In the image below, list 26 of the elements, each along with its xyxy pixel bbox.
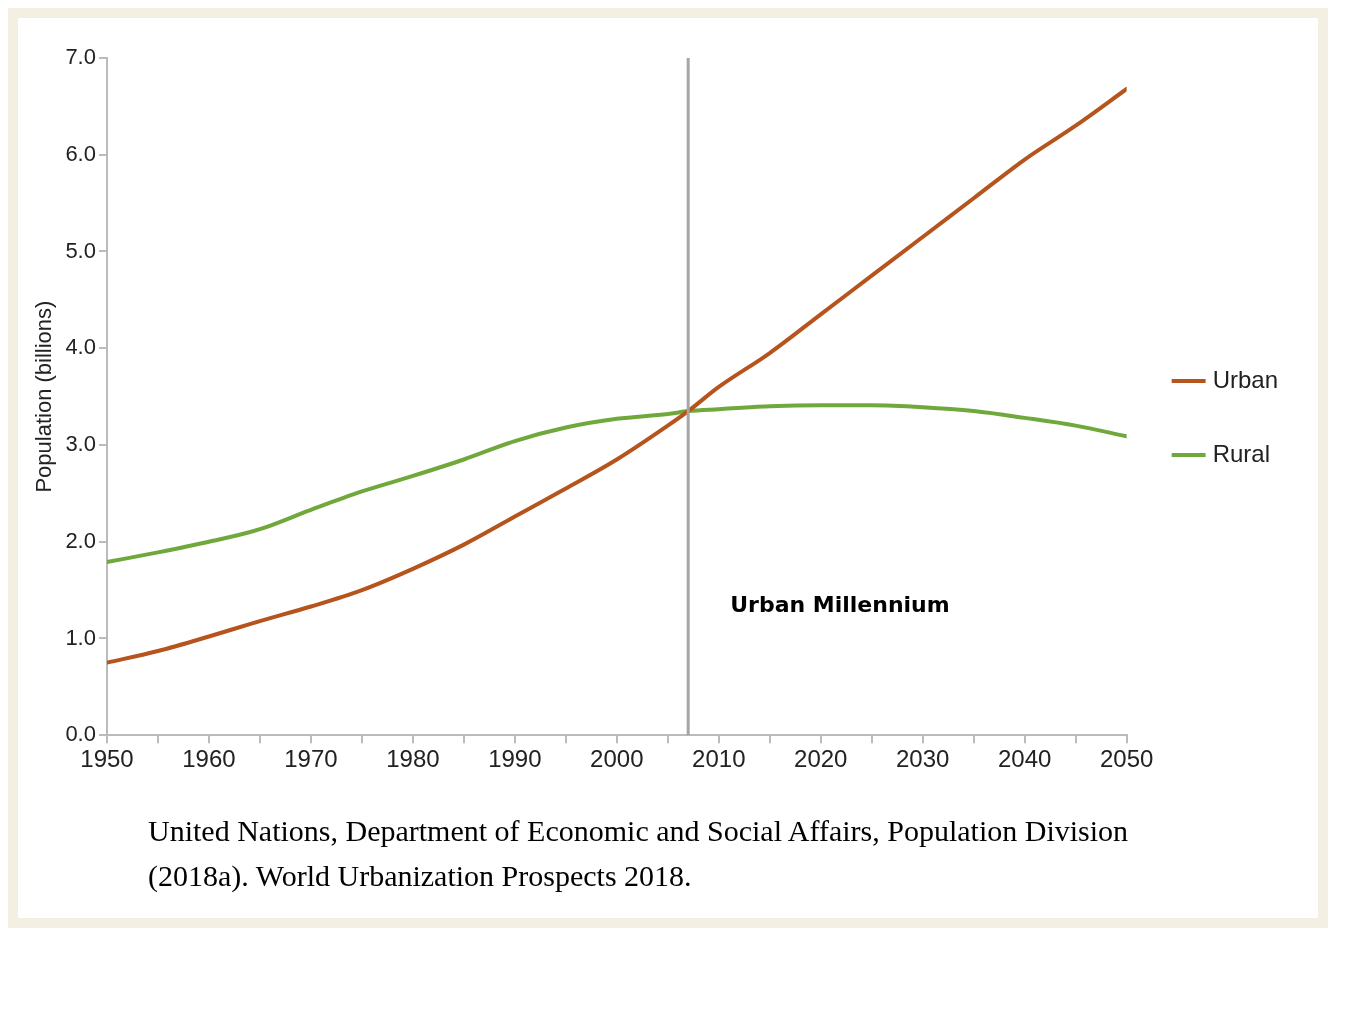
ref-line-label: Urban Millennium (730, 592, 950, 618)
y-axis-title: Population (billions) (31, 300, 57, 493)
legend-label: Rural (1212, 439, 1270, 467)
y-tick-label: 3.0 (65, 431, 96, 457)
x-tick-label: 1950 (80, 745, 134, 773)
x-tick-label: 1990 (488, 745, 542, 773)
x-tick-label: 2040 (997, 745, 1052, 773)
x-tick-label: 2050 (1099, 745, 1154, 773)
x-tick-label: 2010 (692, 745, 746, 773)
x-tick-label: 1970 (284, 745, 338, 773)
y-tick-label: 4.0 (65, 334, 96, 360)
x-tick-label: 2020 (794, 745, 848, 773)
x-tick-label: 2030 (896, 745, 950, 773)
y-tick-label: 5.0 (65, 237, 96, 263)
y-tick-label: 2.0 (65, 527, 96, 553)
y-tick-label: 0.0 (65, 721, 96, 747)
line-series (106, 403, 1127, 565)
y-tick-label: 1.0 (65, 624, 96, 650)
x-tick-label: 1980 (386, 745, 440, 773)
y-tick-label: 7.0 (65, 44, 96, 70)
x-tick-label: 1960 (182, 745, 236, 773)
x-tick-label: 2000 (590, 745, 644, 773)
line-series (106, 86, 1127, 665)
legend-label: Urban (1212, 365, 1279, 393)
y-tick-label: 6.0 (65, 140, 96, 166)
text: United Nations, Department of Economic and Social Affairs, Population Division (2018a). World Urbanization Prospects 2018. (148, 813, 1130, 894)
